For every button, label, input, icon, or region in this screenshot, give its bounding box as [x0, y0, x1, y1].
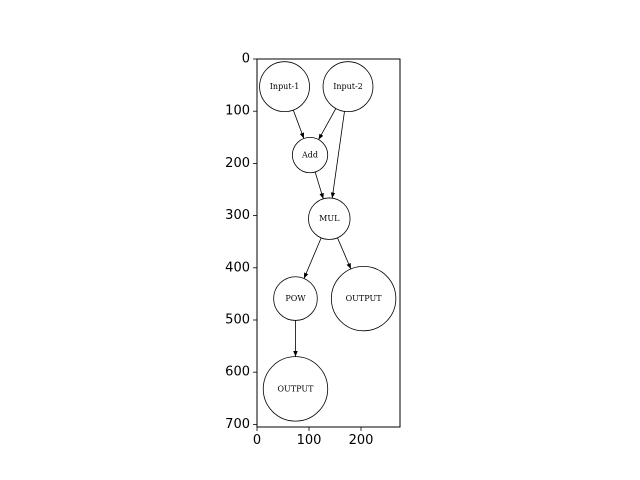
edge-input1-to-add — [292, 109, 305, 139]
x-tick-label: 200 — [349, 433, 374, 448]
axes-frame — [256, 58, 401, 428]
node-circle — [273, 276, 318, 321]
node-label: Input-2 — [333, 82, 363, 91]
node-circle — [308, 197, 351, 240]
y-tick-label: 600 — [225, 365, 250, 380]
ticks-layer: 0 100 200 0 100 200 300 400 500 600 700 — [225, 52, 373, 449]
edge-input2-to-mul — [330, 111, 345, 199]
node-label: OUTPUT — [277, 384, 314, 393]
y-tick-label: 500 — [225, 312, 250, 327]
node-output1: OUTPUT — [330, 265, 397, 332]
nodes-layer: Input-1 Input-2 Add MUL POW OUTPUT OUTPUT — [259, 61, 397, 422]
node-circle — [291, 136, 329, 174]
edge-add-to-mul — [314, 171, 324, 199]
node-output2: OUTPUT — [262, 356, 329, 422]
node-circle — [322, 61, 374, 113]
edges-layer — [292, 108, 352, 357]
node-label: Add — [301, 151, 318, 160]
x-tick-label: 100 — [297, 433, 322, 448]
node-input1: Input-1 — [259, 61, 310, 113]
node-mul: MUL — [308, 197, 351, 240]
node-label: OUTPUT — [346, 294, 383, 303]
edge-mul-to-output1 — [337, 237, 352, 270]
node-label: MUL — [319, 214, 340, 223]
node-pow: POW — [273, 276, 318, 321]
y-tick-label: 100 — [225, 104, 250, 119]
y-tick-label: 400 — [225, 260, 250, 275]
node-label: Input-1 — [270, 82, 300, 91]
y-tick-label: 300 — [225, 208, 250, 223]
node-circle — [259, 61, 310, 113]
node-label: POW — [285, 294, 306, 303]
edge-input2-to-add — [318, 108, 337, 140]
x-tick-label: 0 — [253, 433, 261, 448]
node-circle — [330, 265, 397, 332]
node-input2: Input-2 — [322, 61, 374, 113]
edge-mul-to-pow — [303, 237, 322, 279]
node-add: Add — [291, 136, 329, 174]
y-tick-label: 200 — [225, 156, 250, 171]
node-circle — [262, 356, 329, 422]
y-tick-label: 700 — [225, 417, 250, 432]
y-tick-label: 0 — [242, 52, 250, 67]
